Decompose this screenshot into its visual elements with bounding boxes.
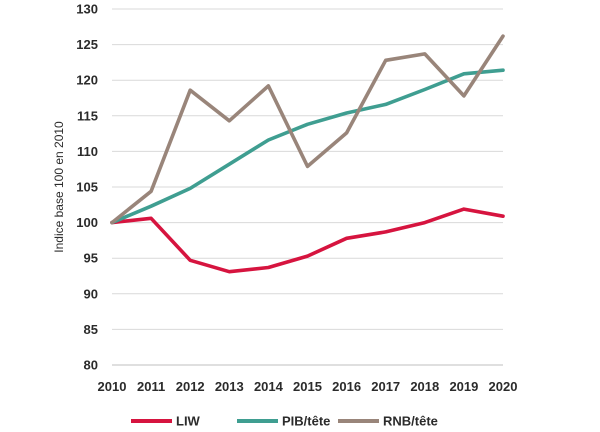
x-tick-label-2019: 2019 — [449, 379, 478, 394]
x-tick-label-2018: 2018 — [410, 379, 439, 394]
y-tick-label-105: 105 — [76, 180, 98, 195]
x-tick-label-2016: 2016 — [332, 379, 361, 394]
series-line-rnb-t-te — [110, 34, 505, 225]
y-tick-label-85: 85 — [84, 322, 98, 337]
y-axis-title: Indice base 100 en 2010 — [52, 121, 66, 253]
legend: LIW PIB/tête RNB/tête — [131, 414, 438, 429]
y-tick-label-80: 80 — [84, 358, 98, 373]
x-tick-label-2010: 2010 — [98, 379, 127, 394]
x-tick-label-2015: 2015 — [293, 379, 322, 394]
x-tick-label-2020: 2020 — [489, 379, 518, 394]
y-tick-label-115: 115 — [77, 108, 98, 123]
x-tick-label-2013: 2013 — [215, 379, 244, 394]
legend-label-pib-t-te: PIB/tête — [282, 414, 330, 429]
y-tick-label-95: 95 — [84, 251, 98, 266]
y-tick-label-110: 110 — [77, 144, 98, 159]
series-lines — [110, 34, 505, 274]
legend-item-pib-t-te: PIB/tête — [237, 414, 330, 429]
y-tick-label-100: 100 — [76, 215, 98, 230]
x-axis-tick-labels: 2010 2011 2012 2013 2014 2015 2016 2017 2018 2019… — [98, 379, 518, 394]
y-tick-label-90: 90 — [84, 286, 98, 301]
gridlines — [112, 8, 503, 366]
y-axis-tick-labels: 80 85 90 95 100 105 110 115 120 125 130 — [76, 2, 98, 373]
series-line-pib-t-te — [110, 68, 505, 225]
legend-label-liw: LIW — [176, 414, 201, 429]
legend-label-rnb-t-te: RNB/tête — [383, 414, 438, 429]
x-tick-label-2014: 2014 — [254, 379, 284, 394]
legend-item-rnb-t-te: RNB/tête — [338, 414, 438, 429]
y-tick-label-130: 130 — [76, 2, 98, 17]
y-tick-label-125: 125 — [76, 37, 98, 52]
x-tick-label-2011: 2011 — [137, 379, 165, 394]
legend-item-liw: LIW — [131, 414, 201, 429]
series-line-liw — [110, 207, 505, 274]
x-tick-label-2012: 2012 — [176, 379, 205, 394]
x-tick-label-2017: 2017 — [371, 379, 400, 394]
y-tick-label-120: 120 — [76, 73, 98, 88]
